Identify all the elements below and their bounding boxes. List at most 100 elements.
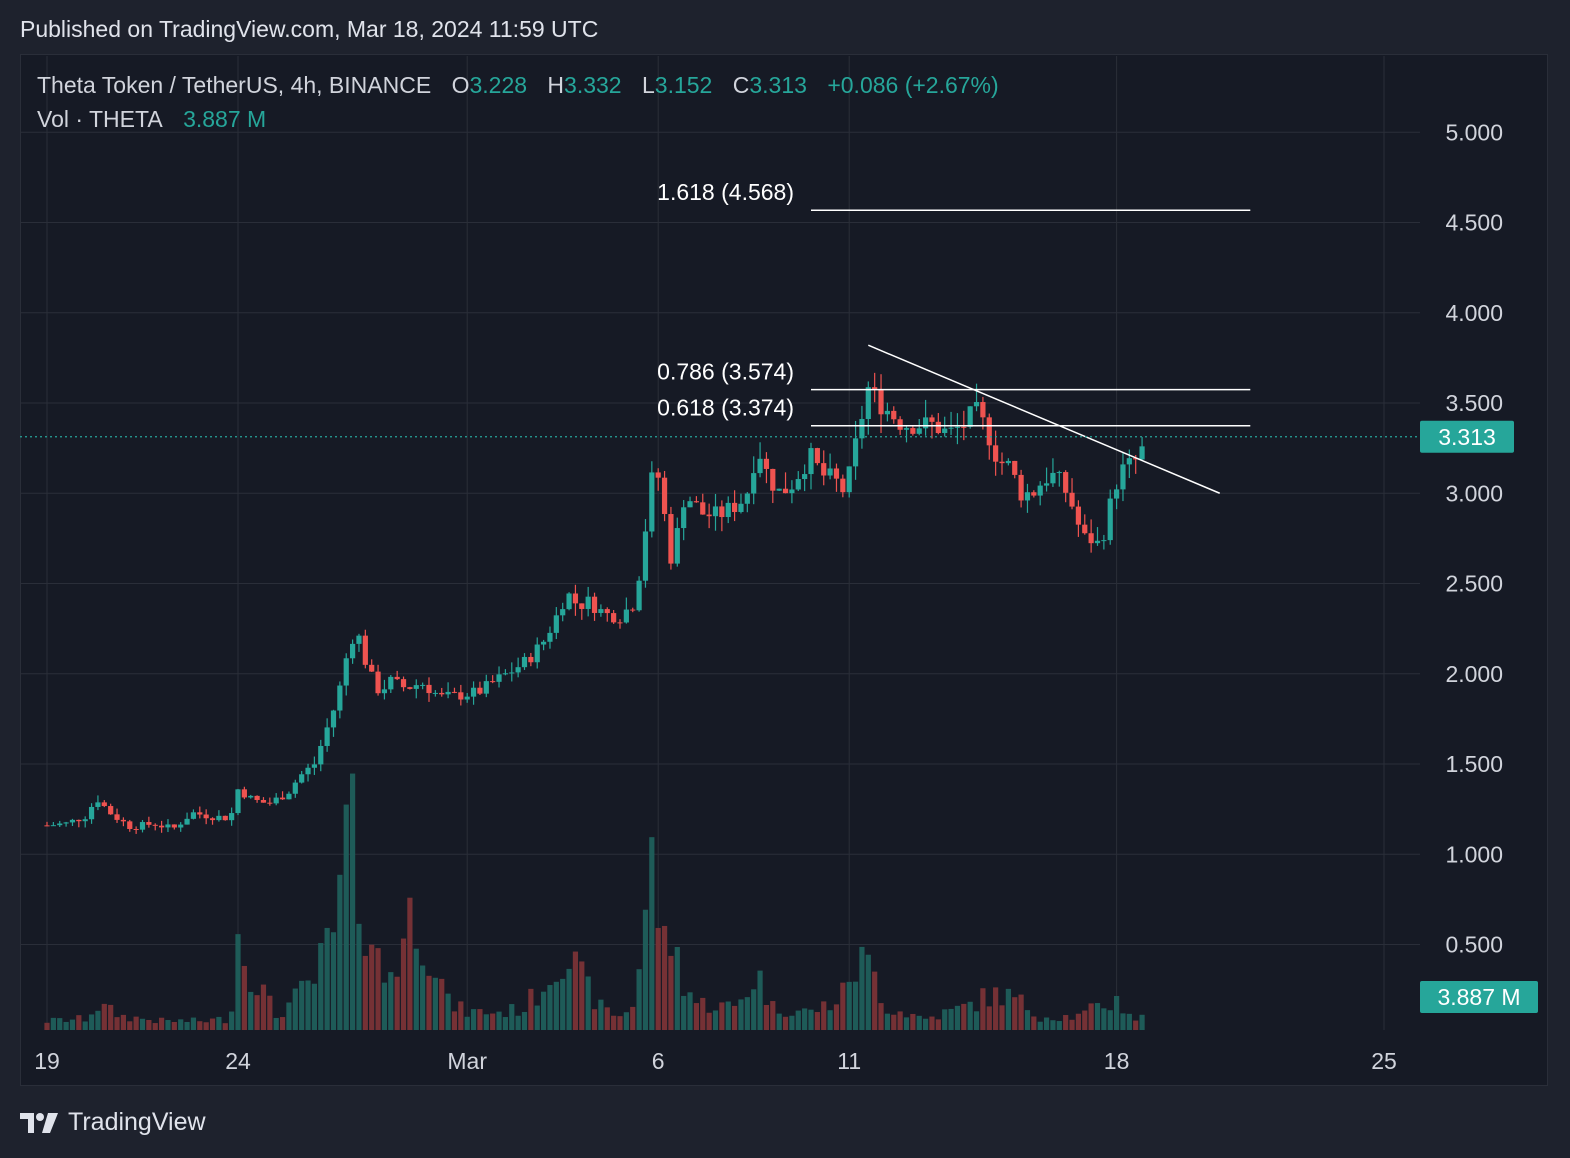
candle-body — [872, 387, 878, 390]
candle-body — [496, 674, 502, 682]
candle-body — [343, 658, 349, 686]
candle-body — [878, 389, 884, 415]
candle-body — [1139, 446, 1145, 460]
x-tick-label: 18 — [1104, 1048, 1130, 1074]
volume-bar — [439, 978, 445, 1030]
volume-bar — [152, 1023, 158, 1030]
candle-body — [1063, 472, 1069, 493]
candle-body — [241, 789, 247, 798]
volume-bar — [897, 1011, 903, 1030]
tradingview-logo[interactable]: TradingView — [20, 1108, 206, 1137]
candle-body — [171, 824, 177, 828]
volume-bar — [260, 984, 267, 1030]
candle-body — [279, 797, 286, 800]
legend-close-value: 3.313 — [749, 72, 807, 98]
legend-volume: Vol · THETA 3.887 M — [37, 106, 266, 133]
candle-body — [808, 448, 814, 475]
volume-bar — [630, 1006, 636, 1030]
volume-bar — [311, 983, 317, 1030]
volume-bar — [1114, 996, 1120, 1030]
candle-body — [120, 819, 126, 822]
candle-body — [260, 799, 267, 803]
candle-body — [642, 531, 649, 581]
volume-bar — [229, 1011, 235, 1030]
volume-bar — [1063, 1015, 1069, 1030]
candle-body — [152, 824, 158, 826]
candle-body — [222, 815, 228, 821]
volume-bar — [426, 975, 432, 1030]
candle-body — [50, 825, 56, 827]
legend-low-value: 3.152 — [654, 72, 713, 98]
legend-low-label: L — [642, 72, 655, 98]
candle-body — [502, 673, 508, 675]
candle-body — [95, 802, 101, 807]
volume-bar — [216, 1016, 222, 1030]
volume-bar — [859, 946, 865, 1030]
volume-bar — [57, 1018, 63, 1030]
candle-body — [751, 473, 757, 494]
published-caption: Published on TradingView.com, Mar 18, 20… — [20, 16, 599, 42]
volume-bar — [1075, 1013, 1081, 1030]
volume-bar — [1018, 994, 1024, 1030]
volume-bar — [458, 1001, 464, 1030]
volume-bar — [407, 897, 413, 1030]
volume-bar — [642, 909, 649, 1030]
volume-bar — [541, 991, 547, 1030]
volume-bar — [808, 1009, 814, 1030]
legend-high-value: 3.332 — [564, 72, 622, 98]
volume-bar — [1037, 1021, 1043, 1030]
volume-bar — [693, 1003, 699, 1030]
volume-bar — [324, 927, 330, 1030]
volume-bar — [1012, 997, 1018, 1030]
candle-body — [770, 468, 776, 491]
volume-bar — [999, 1005, 1005, 1030]
candle-body — [687, 501, 693, 508]
volume-bar — [872, 971, 878, 1030]
y-tick-label: 1.500 — [1445, 751, 1503, 777]
volume-bar — [649, 837, 655, 1030]
volume-bar — [751, 989, 757, 1030]
candle-body — [1094, 540, 1101, 544]
candle-body — [661, 477, 668, 515]
volume-bar — [159, 1017, 165, 1030]
chart-frame[interactable] — [20, 54, 1548, 1086]
candle-body — [369, 664, 375, 672]
candle-body — [286, 793, 292, 800]
candle-body — [846, 466, 852, 493]
volume-bar — [63, 1021, 69, 1030]
candle-body — [44, 825, 50, 827]
y-tick-label: 4.000 — [1445, 300, 1503, 326]
candle-body — [57, 823, 63, 826]
volume-bar — [381, 982, 388, 1030]
volume-bar — [789, 1015, 795, 1030]
candle-body — [356, 635, 362, 644]
volume-bar — [197, 1021, 203, 1030]
volume-bar — [833, 1004, 840, 1030]
volume-bar — [490, 1013, 496, 1030]
candle-body — [891, 410, 897, 420]
y-tick-label: 5.000 — [1445, 119, 1503, 145]
volume-bar — [146, 1019, 152, 1030]
volume-bar — [814, 1012, 820, 1030]
candle-body — [1031, 492, 1037, 496]
volume-bar — [350, 773, 356, 1030]
candle-body — [630, 609, 636, 611]
candle-body — [521, 656, 528, 668]
candle-body — [203, 814, 209, 819]
volume-bar — [279, 1017, 286, 1030]
volume-bar — [1126, 1013, 1132, 1030]
candle-body — [732, 502, 738, 512]
candle-body — [400, 679, 407, 688]
last-price-badge — [1420, 420, 1514, 453]
candle-body — [146, 822, 152, 825]
volume-bar — [337, 874, 343, 1030]
legend-close-label: C — [732, 72, 750, 98]
legend-symbol: Theta Token / TetherUS, 4h, BINANCE — [37, 72, 432, 98]
y-tick-label: 4.500 — [1445, 210, 1503, 236]
candle-body — [101, 802, 107, 807]
volume-bar — [757, 970, 763, 1030]
volume-bar — [782, 1016, 789, 1030]
candle-body — [235, 789, 241, 814]
candle-body — [636, 580, 642, 611]
